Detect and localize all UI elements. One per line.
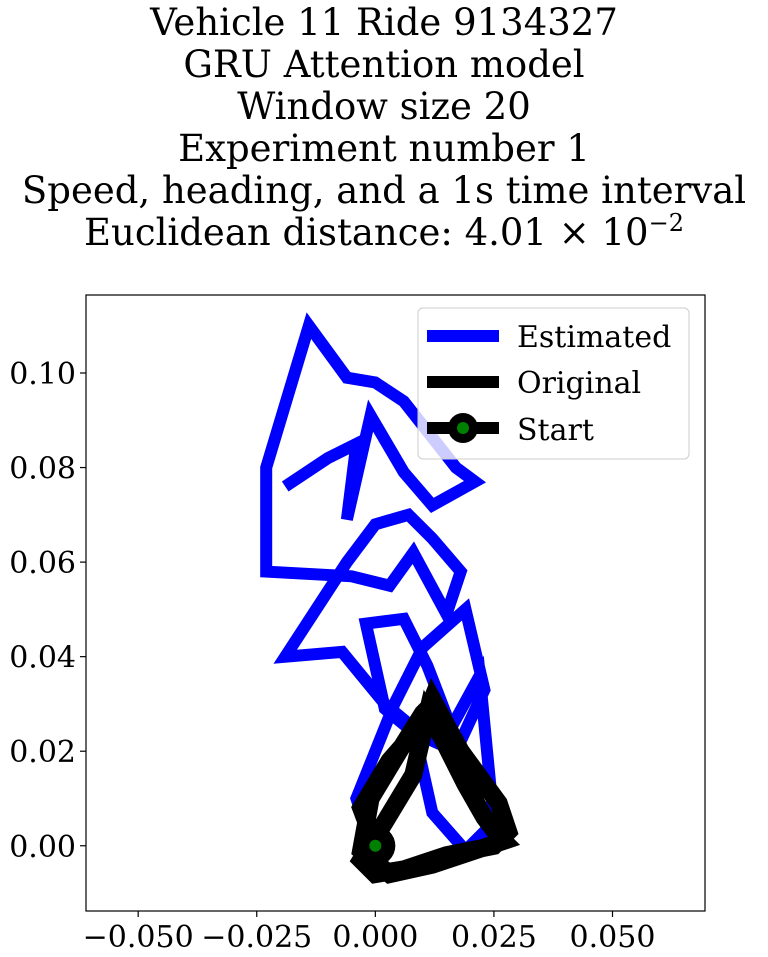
x-tick-label: 0.025 xyxy=(451,920,537,955)
legend-box xyxy=(417,307,690,460)
title-line-3: Window size 20 xyxy=(237,85,531,128)
plot-frame xyxy=(85,294,706,912)
title-line-6: Euclidean distance: 4.01 × 10−2 xyxy=(0,209,768,254)
legend-label-original: Original xyxy=(517,366,641,401)
title-distance-exponent: −2 xyxy=(648,209,684,237)
x-tick-label: −0.025 xyxy=(201,920,312,955)
series-line-estimated xyxy=(260,312,501,860)
legend-swatch-start-dot xyxy=(457,422,469,434)
title-line-5: Speed, heading, and a 1s time interval xyxy=(21,169,747,212)
title-line-2: GRU Attention model xyxy=(183,43,585,86)
legend-label-estimated: Estimated xyxy=(517,320,671,355)
x-tick-label: −0.050 xyxy=(83,920,194,955)
title-line-4: Experiment number 1 xyxy=(178,127,590,170)
y-tick-label: 0.04 xyxy=(9,641,76,676)
title-distance-prefix: Euclidean distance: 4.01 × 10 xyxy=(84,211,649,254)
y-tick-label: 0.06 xyxy=(9,546,76,581)
y-tick-label: 0.08 xyxy=(9,452,76,487)
x-tick-label: 0.000 xyxy=(332,920,418,955)
chart-title: Vehicle 11 Ride 9134327 GRU Attention mo… xyxy=(0,2,768,254)
y-tick-label: 0.02 xyxy=(9,735,76,770)
legend: Estimated Original Start xyxy=(417,307,690,460)
y-tick-label: 0.00 xyxy=(9,830,76,865)
title-line-1: Vehicle 11 Ride 9134327 xyxy=(150,1,618,44)
y-tick-label: 0.10 xyxy=(9,357,76,392)
start-point-dot xyxy=(369,839,382,852)
series-line-original xyxy=(349,678,521,884)
legend-label-start: Start xyxy=(517,413,594,448)
x-tick-label: 0.050 xyxy=(570,920,656,955)
